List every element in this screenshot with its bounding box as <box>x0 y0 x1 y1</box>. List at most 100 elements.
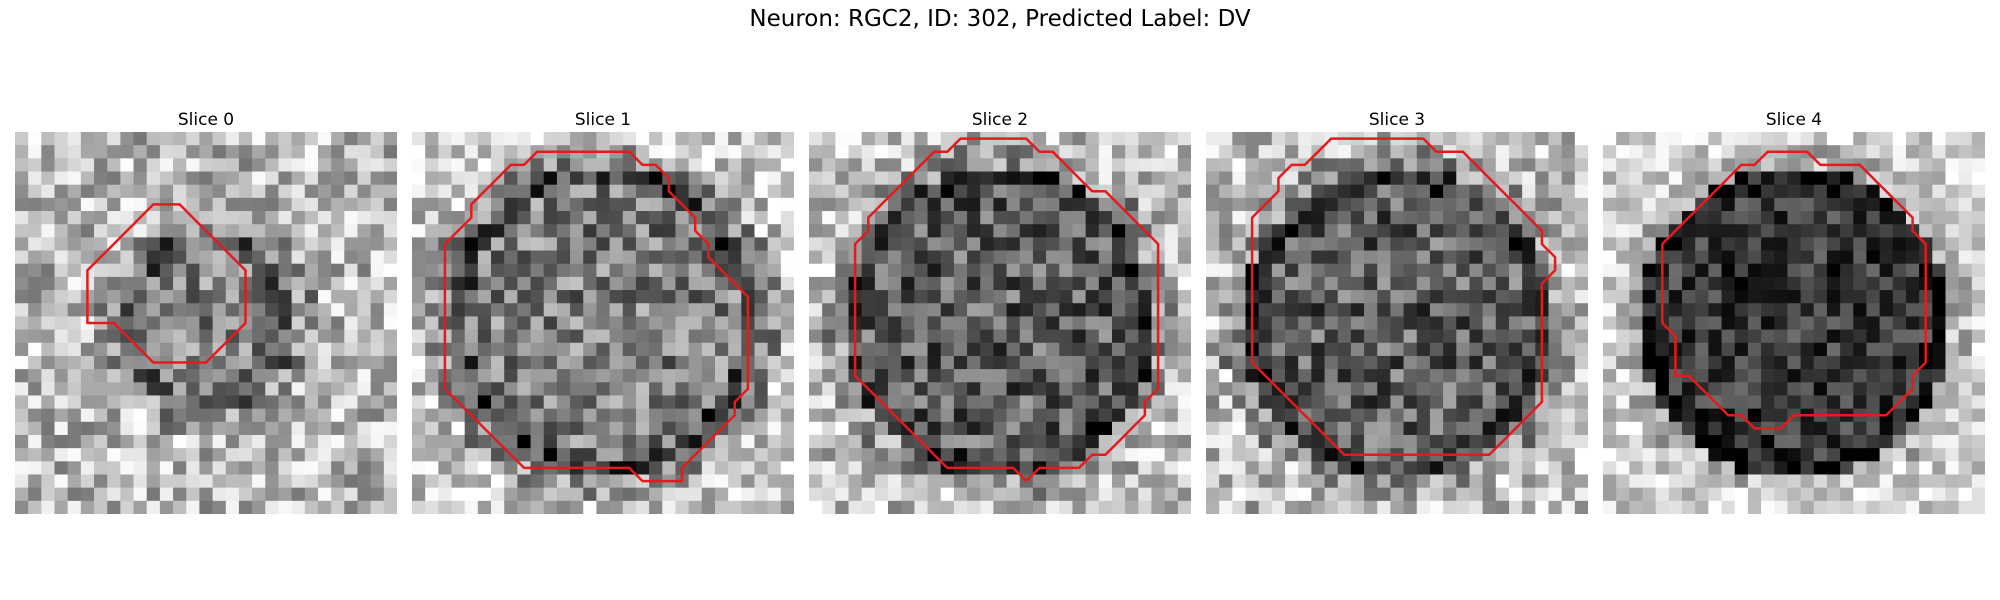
pixel-cell <box>1271 355 1286 370</box>
pixel-cell <box>67 434 82 449</box>
pixel-cell <box>1945 237 1960 252</box>
pixel-cell <box>1006 434 1021 449</box>
pixel-cell <box>1324 369 1339 383</box>
pixel-cell <box>1561 237 1576 252</box>
pixel-cell <box>1629 342 1644 357</box>
pixel-cell <box>1603 382 1617 397</box>
pixel-cell <box>1098 395 1113 410</box>
pixel-cell <box>1337 184 1352 199</box>
pixel-cell <box>1403 408 1418 423</box>
pixel-cell <box>888 211 902 225</box>
pixel-cell <box>491 224 505 238</box>
pixel-cell <box>1655 342 1670 357</box>
pixel-cell <box>1482 303 1497 318</box>
pixel-cell <box>556 237 571 252</box>
pixel-cell <box>173 395 187 410</box>
pixel-cell <box>967 211 981 225</box>
pixel-cell <box>278 395 293 410</box>
pixel-cell <box>80 158 95 173</box>
pixel-cell <box>809 421 823 436</box>
pixel-cell <box>675 250 690 265</box>
pixel-cell <box>649 487 663 502</box>
pixel-cell <box>1006 184 1021 199</box>
pixel-cell <box>1708 276 1723 291</box>
pixel-cell <box>728 355 742 370</box>
pixel-cell <box>1443 369 1457 383</box>
pixel-cell <box>1522 276 1536 291</box>
pixel-cell <box>1138 237 1153 252</box>
pixel-cell <box>675 500 690 514</box>
pixel-cell <box>1271 342 1286 357</box>
pixel-cell <box>1456 355 1471 370</box>
pixel-cell <box>1298 434 1312 449</box>
pixel-cell <box>1853 369 1868 383</box>
pixel-cell <box>1151 132 1166 146</box>
pixel-cell <box>344 237 359 252</box>
pixel-cell <box>1879 224 1894 238</box>
pixel-cell <box>491 448 505 462</box>
pixel-cell <box>1721 303 1736 318</box>
pixel-cell <box>809 369 823 383</box>
pixel-cell <box>412 421 426 436</box>
pixel-cell <box>1429 197 1444 212</box>
pixel-cell <box>1206 448 1220 462</box>
pixel-cell <box>464 395 479 410</box>
pixel-cell <box>1032 421 1047 436</box>
pixel-cell <box>1535 474 1550 489</box>
pixel-cell <box>304 211 319 225</box>
pixel-cell <box>754 263 769 278</box>
pixel-cell <box>1377 329 1392 344</box>
pixel-cell <box>451 342 466 357</box>
pixel-cell <box>80 408 95 423</box>
pixel-cell <box>1682 421 1696 436</box>
pixel-cell <box>199 382 214 397</box>
pixel-cell <box>622 197 637 212</box>
pixel-cell <box>54 171 69 186</box>
pixel-cell <box>583 355 598 370</box>
pixel-cell <box>107 461 121 476</box>
pixel-cell <box>304 276 319 291</box>
pixel-cell <box>1085 250 1100 265</box>
pixel-cell <box>1787 250 1802 265</box>
pixel-cell <box>1006 197 1021 212</box>
pixel-cell <box>54 474 69 489</box>
pixel-cell <box>15 211 29 225</box>
pixel-cell <box>1787 276 1802 291</box>
pixel-cell <box>675 224 690 238</box>
pixel-cell <box>1390 316 1405 331</box>
pixel-cell <box>1747 184 1762 199</box>
pixel-cell <box>1469 421 1484 436</box>
pixel-cell <box>238 421 253 436</box>
pixel-cell <box>675 342 690 357</box>
pixel-cell <box>504 237 518 252</box>
pixel-cell <box>54 263 69 278</box>
pixel-cell <box>41 342 56 357</box>
pixel-cell <box>1774 316 1789 331</box>
pixel-cell <box>530 382 545 397</box>
pixel-cell <box>1219 237 1233 252</box>
pixel-cell <box>901 224 915 238</box>
pixel-cell <box>570 395 584 410</box>
pixel-cell <box>688 290 703 304</box>
pixel-cell <box>1958 474 1973 489</box>
pixel-cell <box>1298 355 1312 370</box>
pixel-cell <box>1682 250 1696 265</box>
pixel-cell <box>596 500 611 514</box>
pixel-cell <box>357 487 372 502</box>
pixel-cell <box>1125 461 1139 476</box>
pixel-cell <box>914 329 929 344</box>
pixel-cell <box>1085 145 1100 159</box>
pixel-cell <box>1761 487 1775 502</box>
pixel-cell <box>15 224 29 238</box>
pixel-cell <box>238 395 253 410</box>
pixel-cell <box>1747 276 1762 291</box>
pixel-cell <box>238 382 253 397</box>
pixel-cell <box>1695 434 1709 449</box>
pixel-cell <box>133 132 148 146</box>
pixel-cell <box>1164 316 1179 331</box>
pixel-cell <box>1629 500 1644 514</box>
pixel-cell <box>1232 290 1247 304</box>
pixel-cell <box>1826 171 1841 186</box>
pixel-cell <box>1059 250 1074 265</box>
pixel-cell <box>477 329 492 344</box>
